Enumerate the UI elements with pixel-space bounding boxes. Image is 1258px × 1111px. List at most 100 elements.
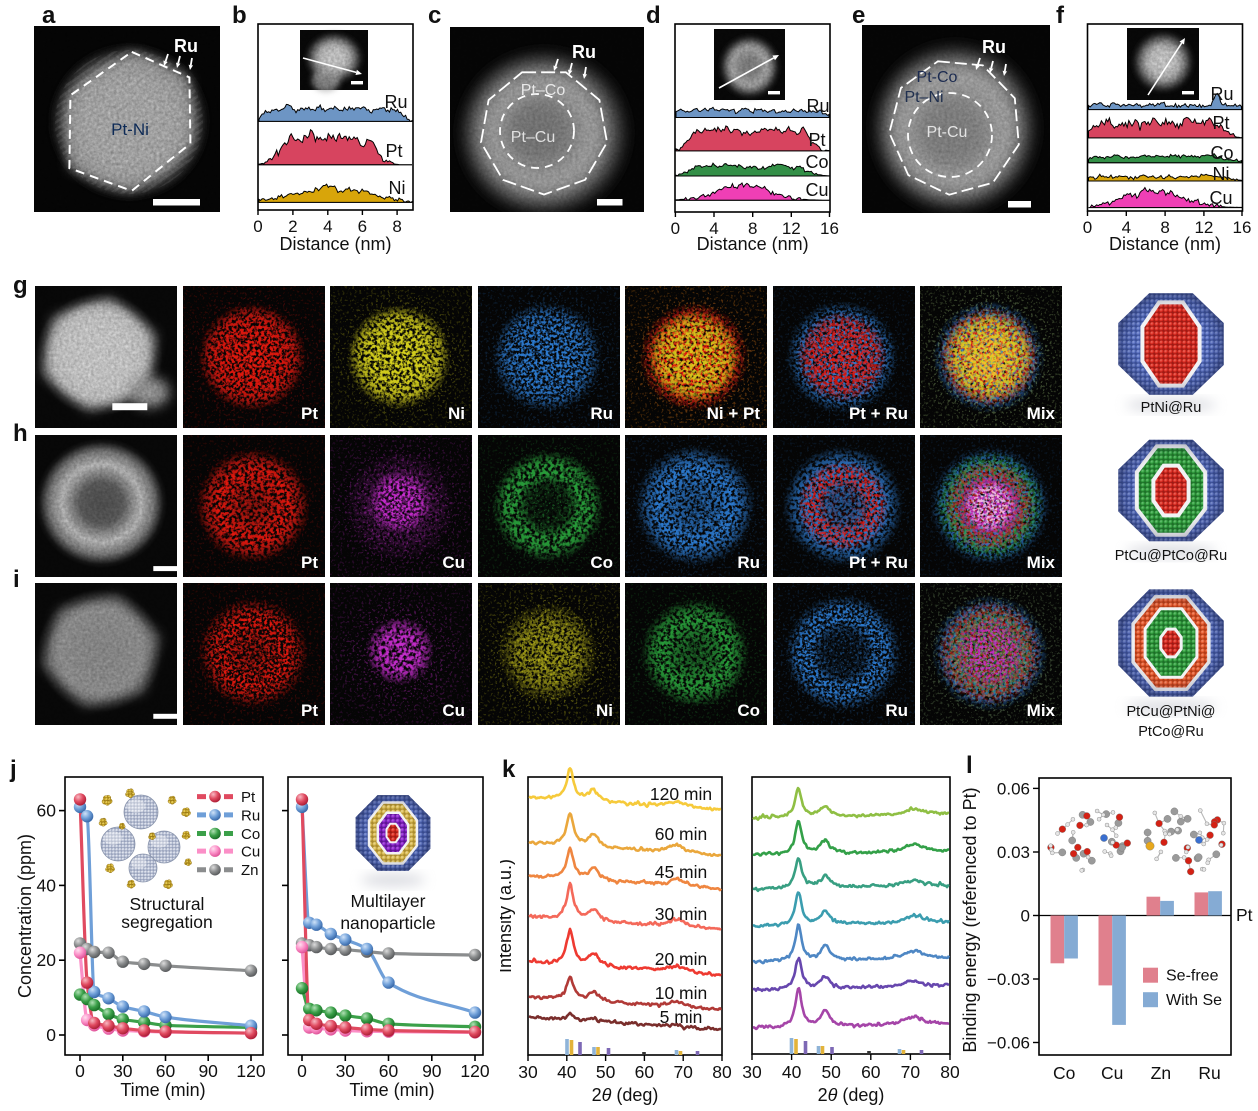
svg-text:Distance (nm): Distance (nm) (279, 234, 391, 254)
svg-text:Time (min): Time (min) (349, 1080, 434, 1100)
svg-text:80: 80 (712, 1062, 732, 1082)
svg-text:Pt–Cu: Pt–Cu (511, 129, 555, 146)
svg-text:Cu: Cu (442, 553, 465, 572)
svg-text:30: 30 (742, 1062, 762, 1082)
svg-text:2θ (deg): 2θ (deg) (818, 1085, 885, 1105)
svg-text:40: 40 (557, 1062, 577, 1082)
svg-text:Zn: Zn (1151, 1063, 1171, 1083)
svg-text:PtCo@Ru: PtCo@Ru (1138, 724, 1204, 740)
svg-text:90: 90 (198, 1061, 218, 1081)
svg-text:70: 70 (901, 1062, 921, 1082)
svg-text:10 min: 10 min (655, 983, 708, 1003)
svg-text:50: 50 (596, 1062, 616, 1082)
svg-text:Pt: Pt (1212, 113, 1229, 133)
svg-text:Pt + Ru: Pt + Ru (849, 404, 908, 423)
svg-text:45 min: 45 min (655, 862, 708, 882)
svg-text:120: 120 (460, 1061, 489, 1081)
svg-text:16: 16 (1233, 218, 1252, 237)
svg-text:−0.06: −0.06 (987, 1034, 1030, 1053)
svg-text:20 min: 20 min (655, 949, 708, 969)
svg-text:Zn: Zn (241, 862, 259, 879)
svg-text:0: 0 (253, 217, 262, 236)
svg-text:6: 6 (358, 217, 367, 236)
svg-text:Co: Co (1053, 1063, 1075, 1083)
svg-text:Mix: Mix (1027, 553, 1056, 572)
svg-text:−0.03: −0.03 (987, 970, 1030, 989)
svg-text:30: 30 (336, 1061, 356, 1081)
svg-text:Ru: Ru (737, 553, 760, 572)
svg-text:4: 4 (709, 219, 718, 238)
svg-text:Ru: Ru (572, 42, 596, 62)
svg-text:Ni: Ni (596, 701, 613, 720)
svg-text:Cu: Cu (442, 701, 465, 720)
svg-text:30 min: 30 min (655, 904, 708, 924)
svg-text:Cu: Cu (1101, 1063, 1123, 1083)
svg-text:90: 90 (422, 1061, 442, 1081)
svg-text:Ru: Ru (384, 92, 407, 112)
svg-text:Ni: Ni (1213, 164, 1230, 184)
svg-text:Binding energy (referenced to: Binding energy (referenced to Pt) (960, 787, 980, 1052)
svg-text:nanoparticle: nanoparticle (340, 913, 435, 933)
svg-text:60: 60 (635, 1062, 655, 1082)
svg-text:4: 4 (1122, 218, 1131, 237)
svg-text:Ru: Ru (241, 807, 260, 824)
svg-text:Co: Co (1210, 143, 1233, 163)
svg-text:Ni + Pt: Ni + Pt (707, 404, 761, 423)
svg-text:Ru: Ru (1210, 84, 1233, 104)
svg-text:Ru: Ru (590, 404, 613, 423)
svg-text:Ru: Ru (1198, 1063, 1220, 1083)
svg-text:60: 60 (379, 1061, 399, 1081)
svg-text:2: 2 (288, 217, 297, 236)
svg-text:60 min: 60 min (655, 824, 708, 844)
svg-text:Co: Co (737, 701, 760, 720)
svg-text:Ru: Ru (885, 701, 908, 720)
svg-text:Pt–Co: Pt–Co (521, 82, 566, 99)
svg-text:12: 12 (1194, 218, 1213, 237)
svg-text:120: 120 (236, 1061, 265, 1081)
svg-text:40: 40 (37, 875, 57, 895)
svg-text:With Se: With Se (1166, 992, 1222, 1009)
svg-text:PtCu@PtNi@: PtCu@PtNi@ (1126, 704, 1215, 720)
svg-text:120 min: 120 min (650, 784, 712, 804)
svg-text:PtCu@PtCo@Ru: PtCu@PtCo@Ru (1115, 548, 1227, 564)
svg-text:Pt-Cu: Pt-Cu (927, 124, 968, 141)
svg-text:Cu: Cu (241, 844, 260, 861)
svg-text:Pt + Ru: Pt + Ru (849, 553, 908, 572)
svg-text:4: 4 (323, 217, 332, 236)
svg-text:2θ (deg): 2θ (deg) (592, 1085, 659, 1105)
svg-text:Ru: Ru (806, 96, 829, 116)
svg-text:20: 20 (37, 950, 57, 970)
svg-text:PtNi@Ru: PtNi@Ru (1141, 400, 1202, 416)
svg-text:30: 30 (518, 1062, 538, 1082)
svg-text:30: 30 (113, 1061, 133, 1081)
svg-text:Ru: Ru (982, 37, 1006, 57)
svg-text:12: 12 (782, 219, 801, 238)
svg-text:8: 8 (392, 217, 401, 236)
svg-text:Pt: Pt (241, 789, 256, 806)
svg-text:8: 8 (1160, 218, 1169, 237)
svg-text:40: 40 (782, 1062, 802, 1082)
svg-text:70: 70 (673, 1062, 693, 1082)
svg-text:Distance (nm): Distance (nm) (1109, 234, 1221, 254)
svg-text:Pt-Ni: Pt-Ni (111, 120, 149, 139)
svg-text:80: 80 (940, 1062, 960, 1082)
svg-text:Pt-Co: Pt-Co (917, 69, 958, 86)
svg-text:8: 8 (748, 219, 757, 238)
svg-text:Co: Co (805, 152, 828, 172)
svg-text:Concentration (ppm): Concentration (ppm) (15, 834, 35, 998)
svg-text:5 min: 5 min (660, 1007, 703, 1027)
svg-text:Co: Co (590, 553, 613, 572)
svg-text:0: 0 (1021, 907, 1030, 926)
svg-text:Co: Co (241, 826, 260, 843)
svg-text:0: 0 (671, 219, 680, 238)
svg-text:60: 60 (861, 1062, 881, 1082)
svg-text:Se-free: Se-free (1166, 968, 1219, 985)
svg-text:Mix: Mix (1027, 701, 1056, 720)
svg-text:Ni: Ni (448, 404, 465, 423)
svg-text:Pt: Pt (301, 701, 318, 720)
svg-text:16: 16 (820, 219, 839, 238)
svg-text:Structural: Structural (130, 894, 205, 914)
svg-text:Pt: Pt (301, 553, 318, 572)
svg-text:60: 60 (156, 1061, 176, 1081)
svg-text:Pt: Pt (301, 404, 318, 423)
